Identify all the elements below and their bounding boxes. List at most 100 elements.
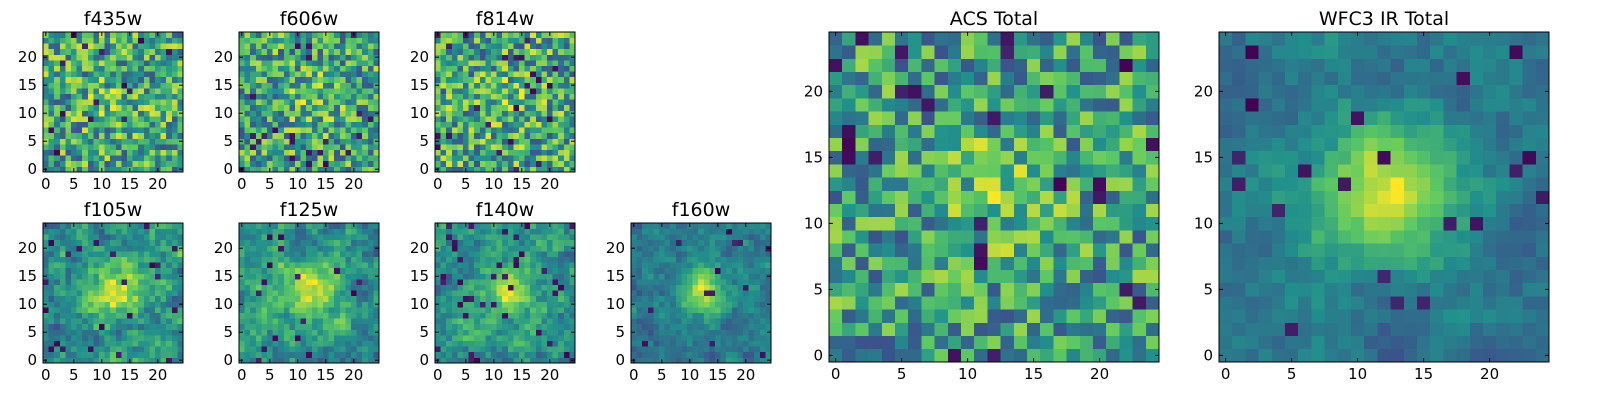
heatmap-cell (636, 239, 643, 246)
heatmap-cell (345, 37, 352, 44)
heatmap-cell (558, 149, 565, 156)
heatmap-cell (283, 290, 290, 297)
heatmap-cell (440, 71, 447, 78)
heatmap-cell (491, 284, 497, 291)
heatmap-cell (1145, 164, 1160, 178)
heatmap-cell (524, 160, 531, 167)
heatmap-cell (737, 318, 744, 325)
heatmap-cell (300, 60, 307, 66)
heatmap-cell (563, 323, 570, 330)
heatmap-cell (463, 279, 469, 285)
heatmap-cell (323, 160, 329, 167)
heatmap-cell (239, 160, 245, 167)
heatmap-cell (451, 301, 458, 308)
heatmap-cell (155, 138, 161, 145)
heatmap-cell (76, 295, 83, 302)
heatmap-cell (440, 234, 447, 241)
heatmap-cell (356, 245, 363, 252)
heatmap-cell (306, 267, 313, 274)
heatmap-cell (547, 99, 553, 106)
heatmap-cell (731, 228, 738, 235)
heatmap-cell (351, 301, 357, 308)
heatmap-cell (373, 144, 380, 150)
heatmap-cell (328, 284, 335, 291)
heatmap-cell (171, 256, 178, 263)
heatmap-cell (743, 351, 749, 358)
heatmap-cell (446, 273, 453, 280)
heatmap-cell (647, 295, 654, 302)
heatmap-cell (300, 99, 307, 106)
heatmap-cell (681, 340, 688, 347)
heatmap-cell (300, 93, 307, 100)
heatmap-cell (451, 223, 458, 229)
heatmap-cell (267, 149, 273, 156)
heatmap-cell (272, 88, 279, 94)
heatmap-cell (491, 262, 497, 269)
heatmap-cell (373, 60, 380, 66)
heatmap-cell (451, 82, 458, 89)
heatmap-cell (54, 155, 61, 162)
heatmap-cell (558, 295, 565, 302)
heatmap-cell (457, 149, 464, 156)
heatmap-cell (1066, 309, 1081, 323)
heatmap-cell (300, 104, 307, 111)
heatmap-cell (754, 335, 761, 341)
heatmap-cell (71, 295, 77, 302)
heatmap-cell (289, 273, 296, 280)
heatmap-cell (283, 223, 290, 229)
heatmap-cell (563, 60, 570, 66)
heatmap-cell (720, 323, 727, 330)
heatmap-cell (765, 295, 772, 302)
heatmap-cells (631, 223, 772, 364)
y-tick-label: 15 (214, 267, 233, 285)
heatmap-cell (334, 43, 341, 50)
heatmap-cell (65, 251, 72, 257)
heatmap-cell (547, 245, 553, 252)
heatmap-cell (59, 267, 66, 274)
heatmap-cell (435, 76, 441, 83)
heatmap-cell (479, 155, 486, 162)
heatmap-cell (339, 329, 346, 336)
heatmap-cell (311, 65, 318, 72)
heatmap-cell (345, 48, 352, 55)
heatmap-cell (731, 279, 738, 285)
heatmap-cell (934, 269, 949, 284)
heatmap-cell (908, 216, 922, 231)
heatmap-cell (115, 284, 122, 291)
heatmap-cell (121, 93, 128, 100)
heatmap-cell (138, 251, 145, 257)
heatmap-cell (311, 71, 318, 78)
heatmap-cell (48, 54, 55, 61)
heatmap-cell (295, 127, 301, 134)
heatmap-cell (502, 223, 509, 229)
heatmap-cell (317, 144, 324, 150)
heatmap-cell (171, 290, 178, 297)
heatmap-cell (160, 318, 167, 325)
heatmap-cell (239, 279, 245, 285)
heatmap-cell (71, 340, 77, 347)
heatmap-cell (143, 335, 150, 341)
heatmap-cell (479, 346, 486, 353)
heatmap-cell (59, 256, 66, 263)
heatmap-cell (479, 166, 486, 173)
heatmap-cell (748, 346, 755, 353)
heatmap-cell (535, 251, 542, 257)
heatmap-cell (435, 340, 441, 347)
heatmap-cell (43, 346, 49, 353)
heatmap-cell (311, 88, 318, 94)
heatmap-cell (535, 318, 542, 325)
heatmap-cell (703, 307, 710, 313)
heatmap-cell (244, 37, 251, 44)
heatmap-cell (485, 223, 492, 229)
heatmap-cell (110, 127, 117, 134)
heatmap-cell (748, 256, 755, 263)
heatmap-cell (974, 164, 988, 178)
heatmap-cell (160, 82, 167, 89)
heatmap-cell (138, 155, 145, 162)
heatmap-cell (261, 307, 268, 313)
heatmap-cell (334, 37, 341, 44)
heatmap-cell (351, 43, 357, 50)
heatmap-cell (351, 273, 357, 280)
heatmap-cell (87, 144, 94, 150)
heatmap-cell (300, 149, 307, 156)
